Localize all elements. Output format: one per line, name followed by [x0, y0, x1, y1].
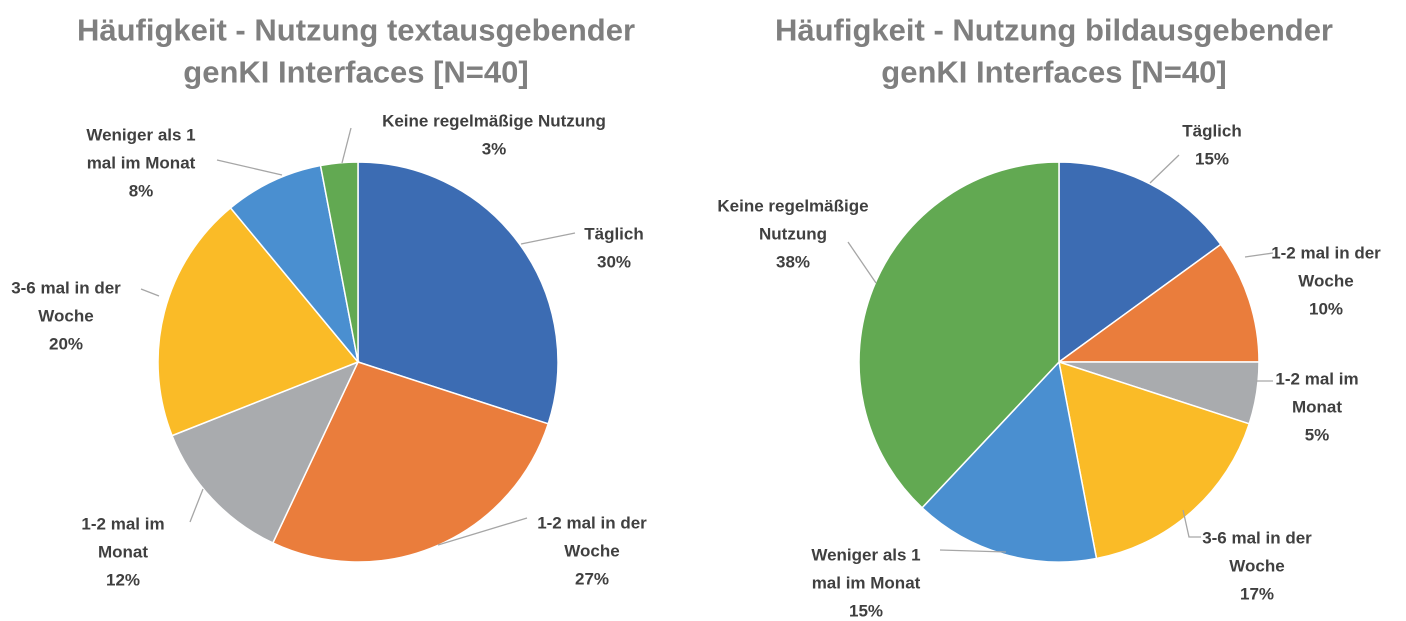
data-label-category-3-6-mal-in-der-woche: 3-6 mal in der	[11, 279, 121, 298]
leader-line-keine-regelmaessige-nutzung	[341, 127, 352, 164]
data-labels: Täglich 30% 1-2 mal in der Woche 27% 1-2 mal …	[11, 112, 647, 590]
data-label-percent-1-2-mal-im-monat: 12%	[106, 571, 140, 590]
pie-slice-3-6-mal-in-der-woche	[157, 206, 360, 437]
leader-line-weniger-als-1-mal-im-monat	[216, 159, 283, 176]
data-label-category-3-6-mal-in-der-woche: 3-6 mal in der	[1202, 529, 1312, 548]
leader-line-1-2-mal-im-monat	[189, 488, 204, 523]
data-label-category-1-2-mal-im-monat: 1-2 mal im	[1275, 370, 1358, 389]
leader-line-keine-regelmaessige-nutzung	[847, 241, 877, 284]
leader-line-1-2-mal-in-der-woche	[1244, 252, 1274, 258]
data-label-percent-3-6-mal-in-der-woche: 20%	[49, 335, 83, 354]
pie-slice-weniger-als-1-mal-im-monat	[921, 360, 1098, 563]
pie-slice-keine-regelmaessige-nutzung	[319, 161, 359, 363]
data-label-category-weniger-als-1-mal-im-monat: mal im Monat	[812, 574, 921, 593]
data-label-category-keine-regelmaessige-nutzung: Nutzung	[759, 225, 827, 244]
data-label-category-keine-regelmaessige-nutzung: Keine regelmäßige	[717, 197, 868, 216]
leader-line-1-2-mal-in-der-woche	[437, 517, 528, 546]
data-label-category-1-2-mal-in-der-woche: 1-2 mal in der	[1271, 244, 1381, 263]
data-label-percent-1-2-mal-in-der-woche: 27%	[575, 570, 609, 589]
pie-slice-1-2-mal-im-monat	[171, 360, 360, 544]
image-output-usage-pie-chart: Häufigkeit - Nutzung bildausgebender genK…	[717, 13, 1381, 621]
data-label-category-weniger-als-1-mal-im-monat: Weniger als 1	[86, 126, 195, 145]
text-output-usage-pie-chart: Häufigkeit - Nutzung textausgebender genK…	[11, 13, 647, 590]
chart-title-line-1: Häufigkeit - Nutzung textausgebender	[77, 13, 635, 48]
data-label-category-weniger-als-1-mal-im-monat: mal im Monat	[87, 154, 196, 173]
pie-slices	[157, 161, 559, 563]
data-label-percent-keine-regelmaessige-nutzung: 38%	[776, 253, 810, 272]
leader-line-3-6-mal-in-der-woche	[140, 288, 160, 297]
pie-slice-1-2-mal-in-der-woche	[271, 361, 550, 563]
data-label-category-1-2-mal-in-der-woche: Woche	[1298, 272, 1353, 291]
pie-slice-weniger-als-1-mal-im-monat	[229, 164, 359, 363]
chart-title-line-1: Häufigkeit - Nutzung bildausgebender	[775, 13, 1333, 48]
data-label-category-1-2-mal-im-monat: 1-2 mal im	[81, 515, 164, 534]
pie-slice-taeglich	[1058, 161, 1222, 364]
leader-line-weniger-als-1-mal-im-monat	[939, 549, 1007, 553]
data-label-category-1-2-mal-im-monat: Monat	[1292, 398, 1342, 417]
pie-slice-1-2-mal-in-der-woche	[1056, 243, 1260, 363]
data-label-percent-taeglich: 30%	[597, 253, 631, 272]
data-label-category-1-2-mal-im-monat: Monat	[98, 543, 148, 562]
data-label-category-weniger-als-1-mal-im-monat: Weniger als 1	[811, 546, 920, 565]
data-label-percent-keine-regelmaessige-nutzung: 3%	[482, 140, 507, 159]
data-label-category-1-2-mal-in-der-woche: 1-2 mal in der	[537, 514, 647, 533]
pie-slice-keine-regelmaessige-nutzung	[858, 161, 1060, 509]
data-label-category-3-6-mal-in-der-woche: Woche	[1229, 557, 1284, 576]
chart-title-line-2: genKI Interfaces [N=40]	[881, 55, 1226, 90]
data-label-category-taeglich: Täglich	[1182, 122, 1242, 141]
chart-title-line-2: genKI Interfaces [N=40]	[183, 55, 528, 90]
data-label-percent-weniger-als-1-mal-im-monat: 8%	[129, 182, 154, 201]
data-label-percent-weniger-als-1-mal-im-monat: 15%	[849, 602, 883, 621]
data-labels: Täglich 15% 1-2 mal in der Woche 10% 1-2 mal …	[717, 122, 1381, 621]
data-label-category-taeglich: Täglich	[584, 225, 644, 244]
data-label-percent-1-2-mal-in-der-woche: 10%	[1309, 300, 1343, 319]
leader-line-taeglich	[1149, 154, 1180, 184]
data-label-category-1-2-mal-in-der-woche: Woche	[564, 542, 619, 561]
pie-slice-3-6-mal-in-der-woche	[1058, 360, 1251, 560]
leader-line-taeglich	[520, 232, 576, 245]
data-label-percent-taeglich: 15%	[1195, 150, 1229, 169]
data-label-percent-1-2-mal-im-monat: 5%	[1305, 426, 1330, 445]
pie-slices	[858, 161, 1260, 563]
data-label-category-keine-regelmaessige-nutzung: Keine regelmäßige Nutzung	[382, 112, 606, 131]
data-label-category-3-6-mal-in-der-woche: Woche	[38, 307, 93, 326]
leader-line-3-6-mal-in-der-woche	[1182, 509, 1201, 538]
data-label-percent-3-6-mal-in-der-woche: 17%	[1240, 585, 1274, 604]
pie-slice-taeglich	[357, 161, 559, 425]
